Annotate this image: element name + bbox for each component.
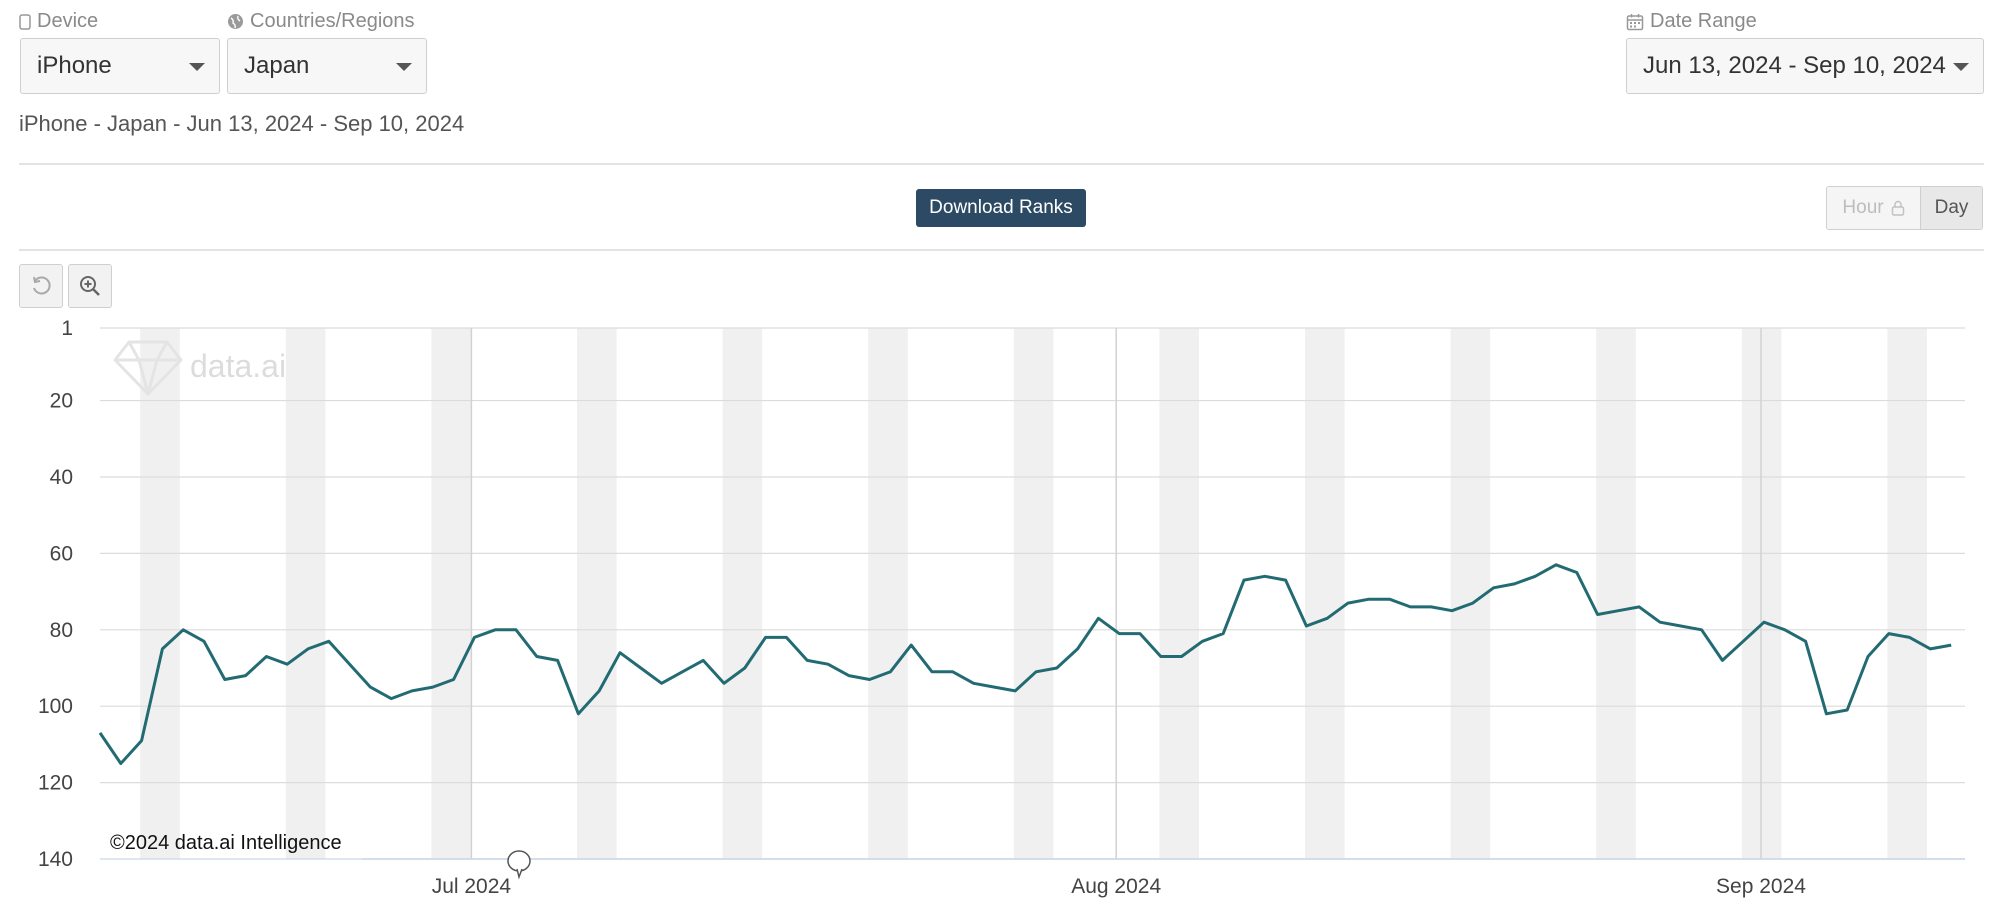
x-tick-label: Aug 2024 xyxy=(1071,875,1161,898)
y-tick-label: 120 xyxy=(38,772,73,795)
chevron-down-icon xyxy=(396,63,412,71)
copyright-text: ©2024 data.ai Intelligence xyxy=(110,832,342,854)
weekend-band xyxy=(722,328,763,859)
watermark: data.ai xyxy=(113,340,286,396)
divider xyxy=(19,249,1984,251)
zoom-in-icon xyxy=(80,276,100,296)
y-tick-label: 140 xyxy=(38,848,73,871)
device-select[interactable]: iPhone xyxy=(20,38,220,94)
divider xyxy=(19,163,1984,165)
hour-toggle[interactable]: Hour xyxy=(1826,186,1921,230)
watermark-text: data.ai xyxy=(190,348,286,384)
rank-series-line xyxy=(98,563,1952,765)
download-ranks-button[interactable]: Download Ranks xyxy=(916,189,1086,227)
day-toggle-label: Day xyxy=(1934,197,1969,218)
zoom-button[interactable] xyxy=(68,264,112,308)
date-range-select[interactable]: Jun 13, 2024 - Sep 10, 2024 xyxy=(1626,38,1984,94)
weekend-band xyxy=(1159,328,1199,859)
weekend-band xyxy=(431,328,471,859)
weekend-band xyxy=(285,328,326,859)
day-toggle[interactable]: Day xyxy=(1920,186,1983,230)
weekend-band xyxy=(868,328,908,859)
phone-icon xyxy=(19,13,31,30)
weekend-band xyxy=(1305,328,1345,859)
chevron-down-icon xyxy=(1953,63,1969,71)
weekend-bands xyxy=(140,328,1927,859)
region-label-text: Countries/Regions xyxy=(250,10,415,32)
x-tick-label: Jul 2024 xyxy=(432,875,512,898)
chart-subtitle: iPhone - Japan - Jun 13, 2024 - Sep 10, … xyxy=(19,111,465,136)
y-tick-label: 40 xyxy=(50,466,73,489)
region-select[interactable]: Japan xyxy=(227,38,427,94)
hour-toggle-label: Hour xyxy=(1842,197,1884,218)
y-tick-label: 60 xyxy=(50,542,73,565)
weekend-band xyxy=(1596,328,1636,859)
date-range-value: Jun 13, 2024 - Sep 10, 2024 xyxy=(1643,52,1946,79)
weekend-band xyxy=(140,328,180,859)
globe-icon xyxy=(228,14,243,29)
chevron-down-icon xyxy=(189,63,205,71)
device-label: Device xyxy=(19,10,98,33)
y-tick-label: 20 xyxy=(50,390,73,413)
date-range-label-text: Date Range xyxy=(1650,10,1757,32)
lock-icon xyxy=(1891,200,1904,216)
date-range-label: Date Range xyxy=(1626,10,1757,33)
month-grid-lines xyxy=(470,328,1762,859)
navigator-handle-icon[interactable] xyxy=(507,850,531,880)
y-tick-label: 1 xyxy=(61,317,73,340)
weekend-band xyxy=(1887,328,1927,859)
device-select-value: iPhone xyxy=(37,52,112,79)
diamond-logo-icon xyxy=(113,340,183,396)
device-label-text: Device xyxy=(37,10,99,32)
region-select-value: Japan xyxy=(244,52,310,79)
calendar-icon xyxy=(1626,13,1644,30)
reset-zoom-button[interactable] xyxy=(19,264,63,308)
weekend-band xyxy=(577,328,617,859)
weekend-band xyxy=(1013,328,1054,859)
undo-icon xyxy=(33,276,51,295)
x-axis-labels: Jul 2024 Aug 2024 Sep 2024 xyxy=(432,875,1807,898)
region-label: Countries/Regions xyxy=(227,10,415,33)
y-tick-label: 80 xyxy=(50,619,73,642)
x-tick-label: Sep 2024 xyxy=(1716,875,1806,898)
y-tick-label: 100 xyxy=(38,695,73,718)
